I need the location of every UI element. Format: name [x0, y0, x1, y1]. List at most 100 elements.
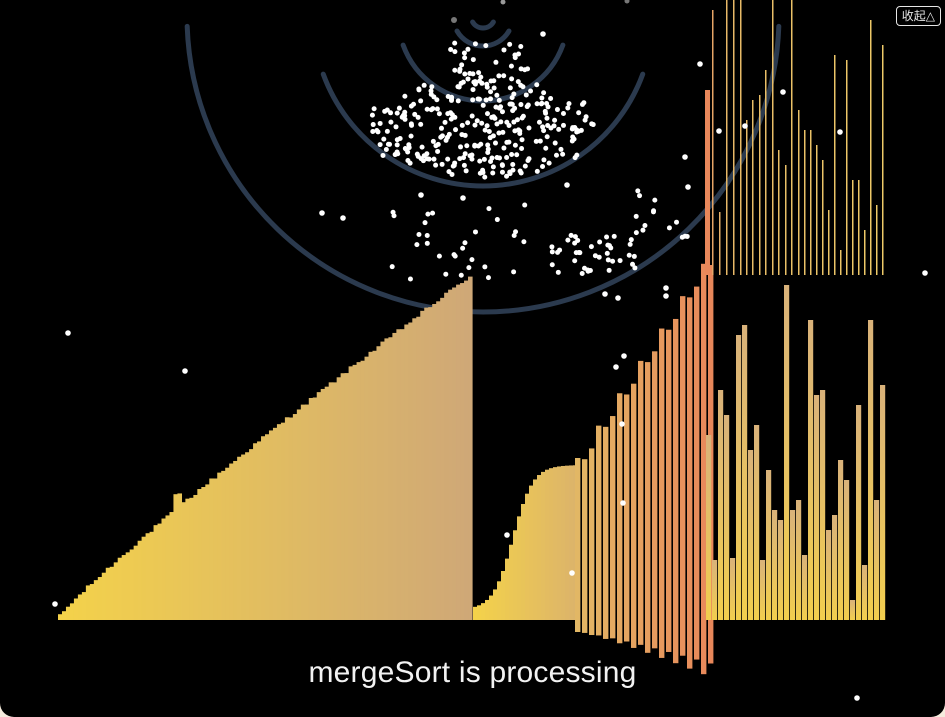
- particle: [388, 119, 394, 125]
- particle: [597, 239, 603, 245]
- particle: [605, 257, 611, 263]
- particle: [382, 108, 388, 114]
- particle: [552, 117, 558, 123]
- particle: [482, 127, 488, 133]
- ramp-bar: [400, 329, 405, 620]
- ramp-bar: [165, 515, 171, 620]
- particle: [469, 113, 475, 119]
- hump-bar: [489, 595, 494, 620]
- particle: [488, 89, 494, 95]
- particle: [511, 269, 517, 275]
- particle: [486, 129, 492, 135]
- particle: [458, 272, 464, 278]
- random-bar: [778, 520, 784, 620]
- particle: [65, 330, 71, 336]
- particle: [697, 61, 703, 67]
- hump-bar: [481, 603, 486, 620]
- hump-bar: [497, 581, 502, 620]
- particle: [519, 146, 525, 152]
- particle: [445, 156, 451, 162]
- random-bar: [868, 320, 874, 620]
- particle: [474, 118, 480, 124]
- thin-bar: [822, 160, 824, 275]
- ramp-bar: [372, 350, 378, 620]
- ramp-bar: [113, 562, 119, 620]
- particle: [837, 129, 843, 135]
- particle: [391, 213, 397, 219]
- hump-bar: [533, 479, 538, 620]
- particle: [611, 233, 617, 239]
- hump-bar: [525, 493, 530, 620]
- ramp-bar: [360, 360, 366, 620]
- particle: [394, 142, 400, 148]
- particle: [406, 145, 412, 151]
- particle: [407, 276, 413, 282]
- particle: [500, 0, 506, 5]
- particle: [576, 128, 582, 134]
- ramp-bar: [149, 531, 155, 620]
- particle: [472, 122, 478, 128]
- particle: [500, 129, 506, 135]
- particle: [637, 193, 643, 199]
- particle: [465, 76, 471, 82]
- particle: [470, 57, 476, 63]
- particle: [479, 80, 485, 86]
- ramp-bar: [85, 585, 91, 620]
- particle: [430, 210, 436, 216]
- particle: [485, 275, 491, 281]
- particle: [443, 137, 449, 143]
- particle: [452, 49, 458, 55]
- hump-bar: [493, 589, 498, 620]
- random-bar: [790, 510, 796, 620]
- particle: [510, 162, 516, 168]
- thin-bar: [733, 0, 735, 275]
- particle: [418, 98, 424, 104]
- particle: [509, 76, 515, 82]
- particle: [472, 41, 478, 47]
- particle: [518, 43, 524, 49]
- thin-bar: [772, 0, 774, 275]
- particle: [371, 106, 377, 112]
- random-bar: [736, 335, 742, 620]
- particle: [470, 71, 476, 77]
- particle: [424, 106, 430, 112]
- collapse-button[interactable]: 收起△: [895, 6, 941, 26]
- particle: [469, 152, 475, 158]
- particle: [504, 154, 510, 160]
- ramp-bar: [396, 329, 401, 620]
- orbit-ring: [320, 71, 646, 189]
- particle: [663, 293, 669, 299]
- particle: [389, 264, 395, 270]
- particle: [438, 125, 444, 131]
- particle: [679, 234, 685, 240]
- spike-bar: [645, 362, 651, 653]
- particle: [499, 162, 505, 168]
- particle: [540, 164, 546, 170]
- particle: [540, 124, 546, 130]
- particle: [570, 134, 576, 140]
- ramp-bar: [197, 489, 202, 620]
- particle: [445, 111, 451, 117]
- random-bar: [862, 565, 868, 620]
- particle: [452, 40, 458, 46]
- particle: [541, 157, 547, 163]
- particle: [552, 140, 558, 146]
- particle: [498, 119, 504, 125]
- thin-bar: [864, 230, 866, 275]
- particle: [555, 249, 561, 255]
- particle: [588, 244, 594, 250]
- thin-bar: [726, 0, 728, 275]
- thin-bar: [804, 130, 806, 275]
- particle: [568, 232, 574, 238]
- particle: [402, 113, 408, 119]
- ramp-bar: [404, 324, 409, 620]
- particle: [549, 249, 555, 255]
- particle: [504, 532, 510, 538]
- ramp-bar: [464, 280, 469, 620]
- ramp-bar: [368, 351, 374, 620]
- ramp-bar: [348, 366, 354, 620]
- spike-bar: [596, 425, 602, 636]
- particle: [429, 84, 435, 90]
- particle: [512, 142, 518, 148]
